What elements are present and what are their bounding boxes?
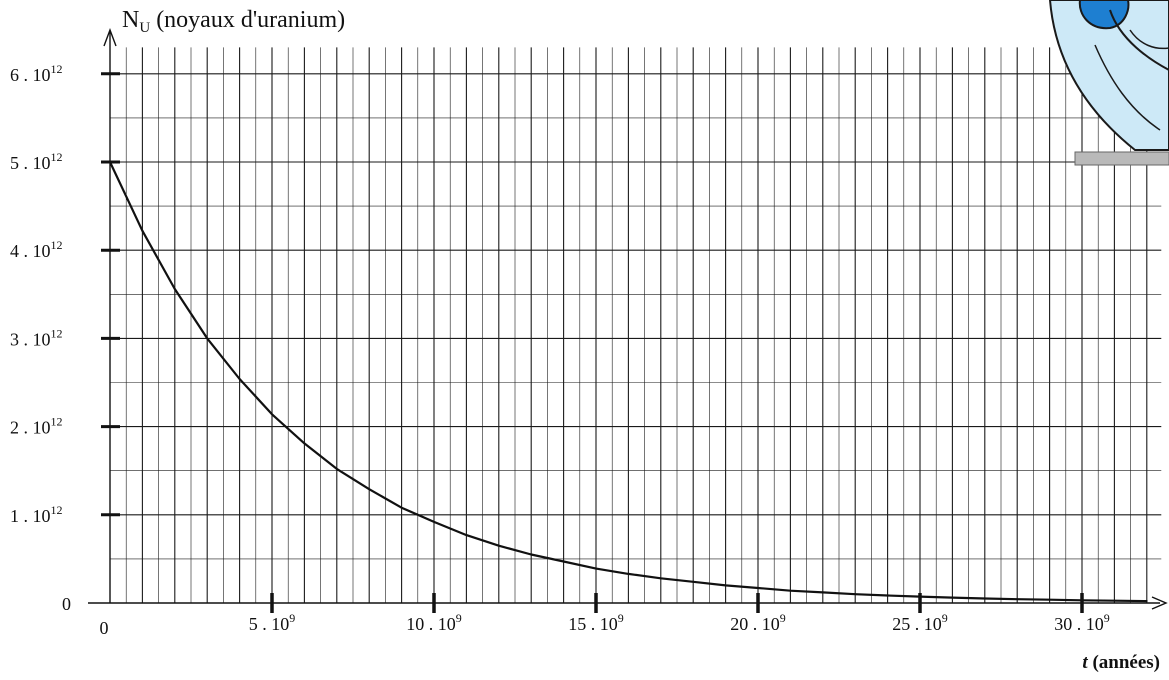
data-point [692,580,695,583]
data-point [821,591,824,594]
major-grid [110,47,1162,603]
x-tick-label-base: 30 . 10 [1054,614,1104,634]
x-tick-label-exponent: 9 [942,611,948,625]
x-axis-arrow [1151,596,1168,610]
y-tick-label: 1 . 1012 [10,503,63,526]
x-tick-label: 20 . 109 [730,611,786,634]
data-point [757,587,759,589]
y-tick-label-base: 6 . 10 [10,65,51,85]
data-point [983,597,986,600]
x-tick-label-exponent: 9 [1104,611,1110,625]
x-tick-label: 30 . 109 [1054,611,1110,634]
y-tick-label-base: 3 . 10 [10,329,51,349]
y-axis-label: NU (noyaux d'uranium) [122,7,345,36]
x-tick-label-base: 10 . 10 [406,614,456,634]
x-tick-label: 25 . 109 [892,611,948,634]
data-point [303,442,306,445]
x-tick-label: 0 [100,618,109,638]
x-tick-label: 10 . 109 [406,611,462,634]
x-tick-label-exponent: 9 [456,611,462,625]
tick-marks [101,72,1084,613]
data-point [789,589,792,592]
y-axis-label-sub: U [139,20,150,36]
y-tick-label-exponent: 12 [51,62,63,76]
y-tick-label-base: 0 [62,594,71,614]
data-point [465,534,468,536]
x-axis-label-rest: (années) [1088,652,1160,673]
y-tick-label-exponent: 12 [51,503,63,517]
y-tick-label: 4 . 1012 [10,238,63,261]
data-point [724,584,727,587]
data-point [1081,599,1083,602]
y-tick-label: 2 . 1012 [10,415,63,438]
data-point [271,413,273,416]
x-tick-label: 15 . 109 [568,611,624,634]
data-point [1145,600,1148,602]
y-tick-label-exponent: 12 [51,415,63,429]
data-point [530,553,533,556]
y-axis-arrow [103,28,117,47]
y-axis-label-main: N [122,7,139,33]
y-tick-label: 6 . 1012 [10,62,63,85]
data-point [854,593,857,596]
data-point [400,506,403,509]
data-point [497,544,500,547]
y-axis-label-rest: (noyaux d'uranium) [150,7,345,33]
data-point [141,229,144,232]
data-point [173,288,176,290]
data-point [238,378,241,380]
y-tick-label-base: 5 . 10 [10,153,51,173]
x-tick-label-base: 20 . 10 [730,614,780,634]
x-tick-label-base: 25 . 10 [892,614,942,634]
axes [88,28,1168,610]
y-tick-label-base: 2 . 10 [10,418,51,438]
data-point [433,520,435,523]
data-point [951,596,954,599]
data-point [886,594,889,597]
decay-curve-group [109,161,1148,603]
data-point [206,337,209,340]
x-tick-label-base: 15 . 10 [568,614,618,634]
data-point [109,161,111,163]
data-point [627,572,630,575]
y-tick-label-exponent: 12 [51,326,63,340]
x-tick-label-base: 0 [100,618,109,638]
y-tick-label: 0 [62,594,71,614]
y-tick-label-exponent: 12 [51,150,63,164]
data-point [368,488,371,491]
data-point [659,577,662,580]
data-point [335,468,338,470]
x-tick-label-base: 5 . 10 [249,614,290,634]
data-point [595,567,597,570]
y-tick-label: 3 . 1012 [10,326,63,349]
x-tick-label-exponent: 9 [618,611,624,625]
y-tick-label-base: 1 . 10 [10,506,51,526]
data-point [562,560,565,563]
cartoon-shelf [1074,151,1169,166]
x-axis-label-var: t [1082,652,1088,673]
x-tick-label-exponent: 9 [780,611,786,625]
y-tick-label: 5 . 1012 [10,150,63,173]
minor-grid [110,47,1162,603]
x-axis-label: t (années) [1082,652,1160,673]
cartoon-illustration [1048,0,1169,151]
data-point [919,595,921,598]
y-tick-label-exponent: 12 [51,238,63,252]
data-point [1048,598,1051,601]
data-point [1113,599,1116,602]
y-tick-label-base: 4 . 10 [10,241,51,261]
data-point [1016,598,1019,601]
x-tick-label-exponent: 9 [289,611,295,625]
x-tick-label: 5 . 109 [249,611,296,634]
